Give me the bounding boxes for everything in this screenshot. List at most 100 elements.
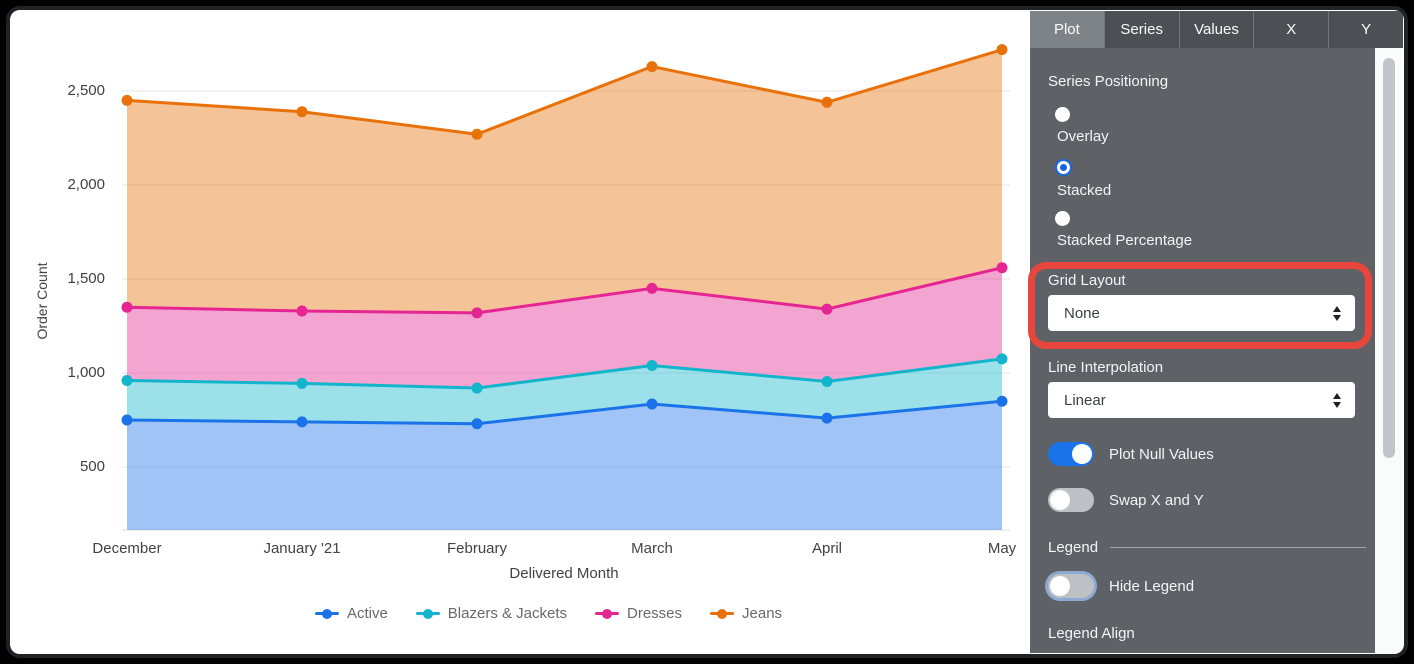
point-dresses-2[interactable]: [471, 307, 483, 319]
point-jeans-2[interactable]: [471, 128, 483, 140]
legend-item-dresses[interactable]: Dresses: [595, 605, 682, 622]
point-blazers-jackets-4[interactable]: [821, 375, 833, 387]
radio-icon: [1055, 211, 1070, 226]
y-axis-title: Order Count: [34, 262, 50, 340]
area-blazers-jackets: [127, 358, 1002, 424]
grid-layout-select-value: None: [1064, 304, 1100, 322]
point-active-0[interactable]: [121, 414, 133, 426]
legend-label: Active: [346, 605, 388, 622]
radio-option-overlay[interactable]: Overlay: [1055, 107, 1109, 145]
point-jeans-5[interactable]: [996, 44, 1008, 56]
stacked-area-chart: [121, 44, 1010, 531]
line-interpolation-select-value: Linear: [1064, 391, 1106, 409]
tab-y[interactable]: Y: [1328, 11, 1403, 48]
point-blazers-jackets-0[interactable]: [121, 375, 133, 387]
y-tick-label: 1,000: [67, 364, 105, 382]
radio-label: Stacked: [1057, 182, 1112, 199]
swap-x-and-y-toggle[interactable]: [1048, 488, 1094, 512]
x-tick-label: December: [92, 540, 162, 557]
legend-item-blazers-jackets[interactable]: Blazers & Jackets: [415, 605, 568, 622]
radio-option-stacked-percentage[interactable]: Stacked Percentage: [1055, 211, 1192, 249]
legend-label: Dresses: [627, 605, 683, 622]
x-tick-label: March: [631, 540, 673, 557]
point-blazers-jackets-2[interactable]: [471, 382, 483, 394]
area-dresses: [127, 267, 1002, 389]
tab-series[interactable]: Series: [1103, 11, 1179, 48]
radio-icon: [1055, 107, 1070, 122]
point-dresses-3[interactable]: [646, 282, 658, 294]
hide-legend-toggle[interactable]: [1048, 574, 1094, 598]
y-tick-label: 500: [79, 458, 105, 476]
line-interpolation-label: Line Interpolation: [1048, 359, 1164, 376]
x-tick-label: February: [446, 540, 508, 557]
app-window: 500 1,000 1,500 2,000 2,500 December January …: [6, 6, 1408, 658]
plot-null-values-label: Plot Null Values: [1109, 445, 1214, 463]
y-tick-label: 2,000: [67, 176, 105, 194]
legend-marker-icon: [710, 607, 735, 621]
y-tick-label: 1,500: [67, 270, 105, 288]
legend-item-jeans[interactable]: Jeans: [710, 605, 782, 622]
legend-section-title: Legend: [1048, 539, 1099, 556]
panel-tab-bar: Plot Series Values X Y: [1030, 11, 1403, 48]
line-interpolation-select[interactable]: Linear: [1048, 382, 1355, 418]
y-tick-label: 2,500: [67, 82, 105, 100]
point-active-1[interactable]: [296, 416, 308, 428]
x-tick-label: May: [987, 540, 1017, 557]
series-positioning-label: Series Positioning: [1048, 73, 1169, 90]
swap-x-and-y-label: Swap X and Y: [1109, 491, 1204, 509]
radio-option-stacked[interactable]: Stacked: [1055, 159, 1111, 199]
point-jeans-4[interactable]: [821, 96, 833, 108]
hide-legend-label: Hide Legend: [1109, 577, 1195, 595]
updown-arrow-icon: [1333, 305, 1341, 321]
plot-null-values-toggle[interactable]: [1048, 442, 1094, 466]
panel-scrollbar-thumb[interactable]: [1383, 58, 1395, 458]
x-axis-title: Delivered Month: [509, 565, 619, 582]
point-jeans-1[interactable]: [296, 106, 308, 118]
point-active-4[interactable]: [821, 412, 833, 424]
area-jeans: [127, 49, 1002, 313]
radio-label: Stacked Percentage: [1057, 232, 1193, 249]
section-divider: [1110, 547, 1366, 548]
point-dresses-4[interactable]: [821, 303, 833, 315]
line-active: [126, 399, 1003, 426]
grid-layout-label: Grid Layout: [1048, 272, 1126, 289]
area-active: [127, 401, 1002, 530]
legend-label: Blazers & Jackets: [447, 605, 568, 622]
point-jeans-0[interactable]: [121, 94, 133, 106]
chart-legend: Active Blazers & Jackets Dresses Jeans: [11, 605, 1030, 622]
legend-marker-icon: [415, 607, 440, 621]
radio-icon: [1055, 159, 1072, 176]
radio-label: Overlay: [1057, 128, 1109, 145]
grid-layout-select[interactable]: None: [1048, 295, 1355, 331]
point-active-5[interactable]: [996, 395, 1008, 407]
toggle-knob: [1050, 576, 1070, 596]
legend-marker-icon: [314, 607, 339, 621]
point-blazers-jackets-5[interactable]: [996, 353, 1008, 365]
point-active-3[interactable]: [646, 398, 658, 410]
point-dresses-1[interactable]: [296, 305, 308, 317]
point-active-2[interactable]: [471, 418, 483, 430]
line-dresses: [126, 266, 1003, 315]
tab-plot[interactable]: Plot: [1030, 11, 1104, 48]
point-dresses-0[interactable]: [121, 301, 133, 313]
legend-item-active[interactable]: Active: [314, 605, 388, 622]
chart-canvas: 500 1,000 1,500 2,000 2,500 December January …: [11, 11, 1030, 653]
line-jeans: [126, 48, 1003, 136]
legend-label: Jeans: [742, 605, 783, 622]
legend-align-label: Legend Align: [1048, 625, 1135, 642]
tab-x[interactable]: X: [1253, 11, 1328, 48]
toggle-knob: [1072, 444, 1092, 464]
toggle-knob: [1050, 490, 1070, 510]
x-tick-label: April: [811, 540, 842, 557]
point-jeans-3[interactable]: [646, 61, 658, 73]
line-blazers-jackets: [126, 357, 1003, 390]
legend-marker-icon: [595, 607, 620, 621]
panel-scrollbar-track[interactable]: [1375, 48, 1403, 653]
point-blazers-jackets-1[interactable]: [296, 377, 308, 389]
point-dresses-5[interactable]: [996, 262, 1008, 274]
properties-panel: Plot Series Values X Y Series Positionin…: [1030, 11, 1403, 653]
x-tick-label: January '21: [263, 540, 341, 557]
point-blazers-jackets-3[interactable]: [646, 360, 658, 371]
tab-values[interactable]: Values: [1178, 11, 1254, 48]
legend-section-header: Legend: [1048, 539, 1366, 556]
